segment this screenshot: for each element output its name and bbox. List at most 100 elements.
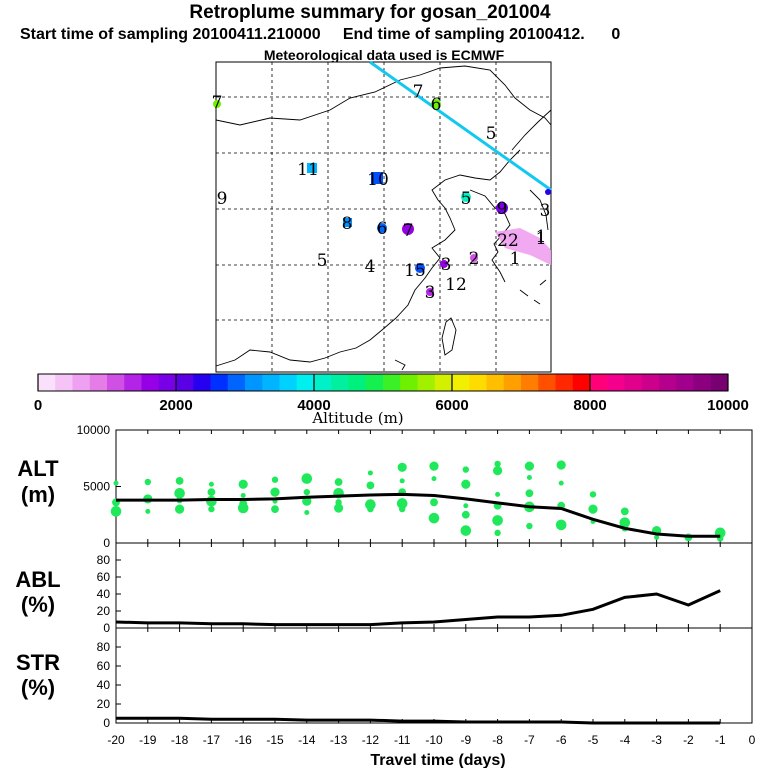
abl-panel: 0 20 40 60 80 [97, 542, 753, 635]
alt-scatter-point [110, 506, 122, 517]
colorbar-swatch [55, 374, 73, 391]
colorbar-swatch [262, 374, 280, 391]
colorbar-swatch [72, 374, 91, 391]
str-label: STR [16, 650, 60, 675]
map-marker [377, 223, 387, 233]
x-tick-label: -14 [298, 733, 316, 747]
map-marker [496, 202, 508, 214]
colorbar-swatch [641, 374, 660, 391]
alt-scatter-point [461, 479, 471, 489]
alt-scatter-point [367, 470, 373, 476]
figure-title: Retroplume summary for gosan_201004 [189, 2, 551, 23]
alt-scatter-point [494, 529, 501, 537]
alt-scatter-point [334, 478, 343, 486]
y-tick-label: 20 [97, 697, 111, 711]
colorbar-swatch [624, 374, 643, 391]
alt-series-line [116, 492, 721, 538]
str-series-line [116, 716, 721, 725]
alt-scatter-point [302, 496, 312, 506]
colorbar-swatch [400, 374, 418, 391]
y-tick-label: 80 [97, 640, 111, 654]
alt-scatter-point [430, 498, 438, 507]
x-tick-label: -6 [556, 733, 567, 747]
alt-scatter-point [493, 466, 503, 476]
map-marker [470, 254, 478, 262]
colorbar-swatch [710, 374, 729, 391]
alt-scatter-point [208, 481, 214, 487]
colorbar-swatch [176, 374, 194, 391]
abl-unit: (%) [21, 592, 55, 617]
map-marker [545, 189, 551, 195]
colorbar-swatch [210, 374, 229, 391]
alt-scatter-point [461, 510, 470, 519]
plume-track-line [369, 60, 552, 192]
alt-panel: 0 5000 10000 [77, 423, 753, 550]
map-grid [216, 62, 551, 372]
map-marker [307, 163, 317, 173]
str-panel: 0 20 40 60 80 [97, 627, 753, 730]
colorbar-swatch [365, 374, 384, 391]
alt-scatter-point [208, 505, 215, 513]
x-tick-label: -19 [139, 733, 157, 747]
alt-scatter-point [175, 476, 184, 485]
alt-scatter-point [620, 507, 629, 516]
colorbar-swatch [521, 374, 539, 391]
map-day-label: 3 [540, 201, 551, 221]
map-day-label: 1 [536, 229, 547, 249]
alt-scatter-point [494, 460, 501, 468]
alt-scatter-point [462, 466, 469, 473]
alt-scatter-point [207, 488, 216, 497]
x-tick-label: -18 [171, 733, 189, 747]
colorbar-swatch [314, 374, 332, 391]
alt-scatter-point [492, 515, 503, 526]
map-day-label: 5 [317, 251, 328, 271]
colorbar-swatch [659, 374, 677, 391]
alt-scatter-point [271, 476, 279, 483]
alt-scatter-point [654, 534, 660, 540]
alt-scatter-point [365, 499, 376, 510]
colorbar-swatch [107, 374, 125, 391]
map-marker [510, 235, 520, 245]
map-marker [415, 263, 425, 273]
map-day-label: 12 [445, 275, 467, 295]
x-tick-label: -20 [107, 733, 125, 747]
alt-scatter-point [463, 503, 469, 509]
alt-scatter-point [399, 505, 406, 513]
colorbar-swatch [89, 374, 108, 391]
colorbar-swatch [124, 374, 142, 391]
alt-scatter-point [525, 489, 534, 498]
colorbar-swatch [227, 374, 246, 391]
y-tick-label: 20 [97, 604, 111, 618]
alt-scatter-point [428, 512, 440, 524]
map-day-label: 1 [536, 227, 547, 247]
alt-scatter-point [588, 504, 598, 514]
alt-scatter-point [526, 474, 532, 480]
x-tick-label: -5 [588, 733, 599, 747]
y-tick-label: 0 [103, 716, 110, 730]
map-marker [461, 192, 471, 202]
alt-scatter-point [270, 487, 280, 497]
alt-scatter-point [558, 480, 564, 486]
colorbar-swatch [452, 374, 470, 391]
abl-label: ABL [15, 567, 60, 592]
colorbar-tick-label: 8000 [573, 397, 606, 414]
map-marker [213, 100, 221, 108]
alt-scatter-point [619, 517, 631, 528]
alt-scatter-point [304, 509, 310, 515]
colorbar-tick-label: 6000 [435, 397, 468, 414]
map-day-label: 7 [413, 82, 424, 102]
map-day-label: 10 [367, 170, 389, 190]
y-tick-label: 5000 [83, 480, 110, 494]
alt-scatter-point [526, 522, 533, 530]
y-tick-label: 0 [103, 621, 110, 635]
map-marker [402, 223, 414, 235]
alt-scatter-point [366, 481, 375, 490]
map-day-label: 9 [497, 199, 508, 219]
colorbar-swatch [158, 374, 177, 391]
alt-scatter-point [555, 519, 567, 531]
colorbar-swatch [590, 374, 608, 391]
map-day-label: 5 [486, 124, 497, 144]
colorbar-swatch [38, 374, 56, 391]
